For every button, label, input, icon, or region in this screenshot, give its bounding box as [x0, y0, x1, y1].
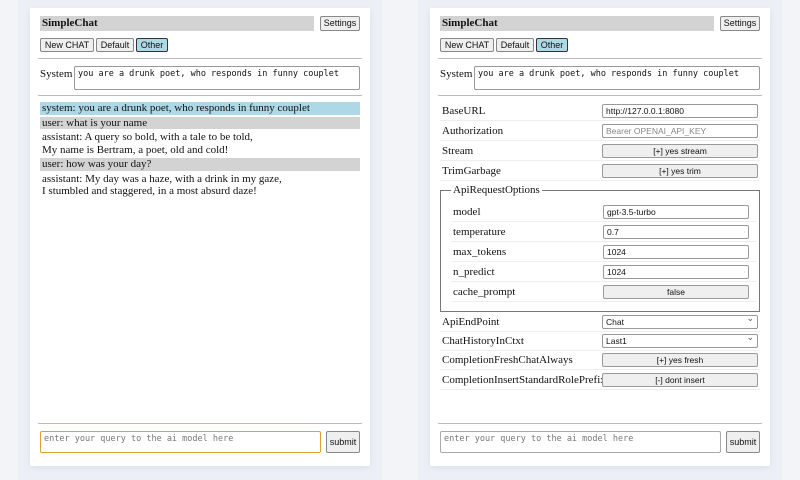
settings-button[interactable]: Settings [320, 16, 360, 31]
settings-button[interactable]: Settings [720, 16, 760, 31]
role-prefix-label: CompletionInsertStandardRolePrefix [442, 374, 606, 386]
setting-temperature: temperature 0.7 [451, 223, 756, 242]
app-title: SimpleChat [40, 16, 314, 31]
baseurl-input[interactable]: http://127.0.0.1:8080 [602, 104, 758, 118]
chat-history-select[interactable]: Last1 [602, 332, 758, 348]
settings-panel: SimpleChat Settings New CHAT Default Oth… [430, 8, 770, 466]
chat-message-line: system: you are a drunk poet, who respon… [42, 102, 310, 114]
authorization-label: Authorization [442, 125, 504, 137]
cache-prompt-label: cache_prompt [453, 286, 516, 298]
model-label: model [453, 206, 481, 218]
role-prefix-toggle-button[interactable]: [-] dont insert [602, 373, 758, 387]
divider [38, 423, 362, 424]
chat-message-system: system: you are a drunk poet, who respon… [40, 102, 360, 115]
divider [438, 423, 762, 424]
chat-message-assistant: assistant: My day was a haze, with a dri… [40, 173, 360, 198]
app-title: SimpleChat [440, 16, 714, 31]
chat-message-line: My name is Bertram, a poet, old and cold… [42, 143, 229, 156]
max-tokens-input[interactable]: 1024 [603, 245, 749, 259]
chat-message-line: user: what is your name [42, 116, 148, 129]
divider [38, 95, 362, 96]
authorization-input[interactable]: Bearer OPENAI_API_KEY [602, 124, 758, 138]
fieldset-legend: ApiRequestOptions [451, 184, 542, 196]
new-chat-button[interactable]: New CHAT [440, 38, 494, 52]
setting-stream: Stream [+] yes stream [440, 142, 760, 161]
setting-model: model gpt-3.5-turbo [451, 203, 756, 222]
divider [438, 95, 762, 96]
system-prompt-input[interactable]: you are a drunk poet, who responds in fu… [474, 66, 760, 90]
api-endpoint-select[interactable]: Chat [602, 313, 758, 329]
trimgarbage-label: TrimGarbage [442, 165, 501, 177]
temperature-label: temperature [453, 226, 506, 238]
cache-prompt-toggle-button[interactable]: false [603, 285, 749, 299]
setting-cache-prompt: cache_prompt false [451, 283, 756, 302]
chat-message-line: assistant: My day was a haze, with a dri… [42, 172, 282, 185]
baseurl-label: BaseURL [442, 105, 486, 117]
chat-message-user: user: what is your name [40, 116, 360, 129]
default-chat-button[interactable]: Default [496, 38, 534, 52]
submit-button[interactable]: submit [326, 431, 360, 453]
n-predict-label: n_predict [453, 266, 495, 278]
query-input[interactable]: enter your query to the ai model here [440, 431, 721, 453]
chat-panel: SimpleChat Settings New CHAT Default Oth… [30, 8, 370, 466]
setting-completion-fresh: CompletionFreshChatAlways [+] yes fresh [440, 351, 760, 370]
chat-log: system: you are a drunk poet, who respon… [40, 102, 360, 200]
divider [438, 58, 762, 59]
other-chat-button[interactable]: Other [136, 38, 168, 52]
setting-api-endpoint: ApiEndPoint Chat [440, 313, 760, 332]
chat-history-label: ChatHistoryInCtxt [442, 335, 524, 347]
temperature-input[interactable]: 0.7 [603, 225, 749, 239]
setting-authorization: Authorization Bearer OPENAI_API_KEY [440, 122, 760, 141]
submit-button[interactable]: submit [726, 431, 760, 453]
chat-message-user: user: how was your day? [40, 158, 360, 171]
setting-max-tokens: max_tokens 1024 [451, 243, 756, 262]
default-chat-button[interactable]: Default [96, 38, 134, 52]
setting-role-prefix: CompletionInsertStandardRolePrefix [-] d… [440, 371, 760, 390]
model-input[interactable]: gpt-3.5-turbo [603, 205, 749, 219]
setting-n-predict: n_predict 1024 [451, 263, 756, 282]
new-chat-button[interactable]: New CHAT [40, 38, 94, 52]
setting-chat-history: ChatHistoryInCtxt Last1 [440, 332, 760, 351]
completion-fresh-toggle-button[interactable]: [+] yes fresh [602, 353, 758, 367]
max-tokens-label: max_tokens [453, 246, 507, 258]
other-chat-button[interactable]: Other [536, 38, 568, 52]
stream-toggle-button[interactable]: [+] yes stream [602, 144, 758, 158]
query-input[interactable]: enter your query to the ai model here [40, 431, 321, 453]
completion-fresh-label: CompletionFreshChatAlways [442, 354, 573, 366]
divider [38, 58, 362, 59]
chat-message-assistant: assistant: A query so bold, with a tale … [40, 131, 360, 156]
system-label: System [40, 68, 73, 80]
chat-message-line: user: how was your day? [42, 158, 152, 170]
trimgarbage-toggle-button[interactable]: [+] yes trim [602, 164, 758, 178]
stream-label: Stream [442, 145, 474, 157]
setting-baseurl: BaseURL http://127.0.0.1:8080 [440, 102, 760, 121]
api-request-options-fieldset: ApiRequestOptions model gpt-3.5-turbo te… [440, 184, 760, 312]
system-prompt-input[interactable]: you are a drunk poet, who responds in fu… [74, 66, 360, 90]
chat-message-line: assistant: A query so bold, with a tale … [42, 131, 253, 143]
chat-message-line: I stumbled and staggered, in a most absu… [42, 185, 257, 197]
api-endpoint-label: ApiEndPoint [442, 316, 500, 328]
system-label: System [440, 68, 473, 80]
n-predict-input[interactable]: 1024 [603, 265, 749, 279]
setting-trimgarbage: TrimGarbage [+] yes trim [440, 162, 760, 181]
